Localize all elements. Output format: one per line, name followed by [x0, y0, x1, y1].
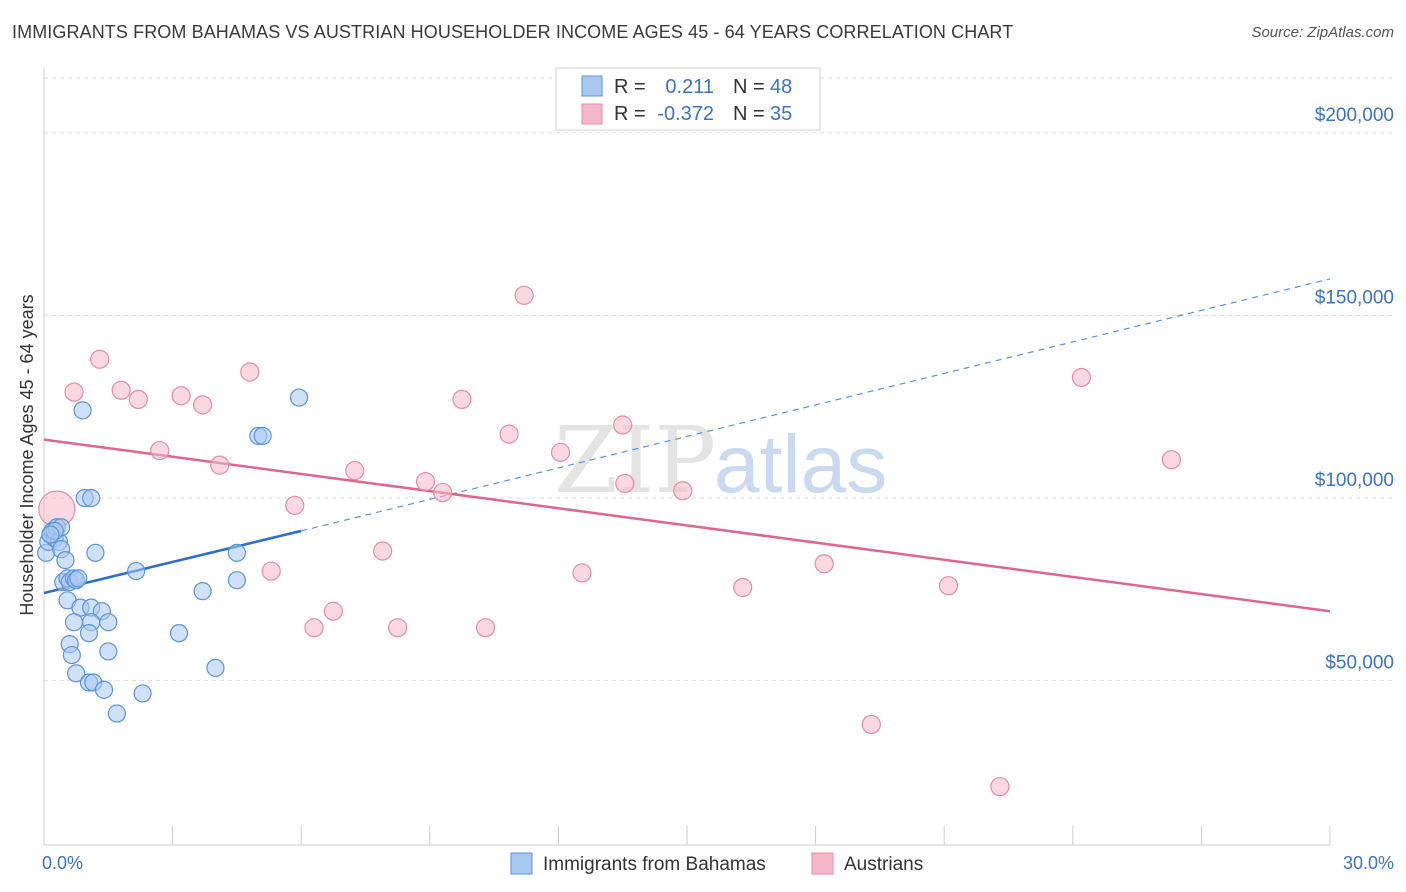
legend-n-label-pink: N = [733, 103, 765, 125]
data-point-austrians [415, 471, 436, 492]
data-point-austrians [990, 776, 1010, 797]
legend-r-label-blue: R = [614, 76, 646, 98]
legend-r-label-pink: R = [614, 103, 646, 125]
data-point-austrians [452, 389, 472, 410]
data-point-austrians [475, 618, 496, 638]
data-point-bahamas [64, 613, 84, 632]
data-point-bahamas [133, 684, 152, 703]
data-point-bahamas [107, 704, 126, 723]
data-point-austrians [433, 482, 453, 503]
data-point-austrians [323, 601, 343, 621]
data-point-austrians [938, 576, 959, 596]
data-point-austrians [861, 714, 881, 735]
data-point-bahamas [169, 624, 189, 643]
x-tick-label-min: 0.0% [42, 853, 83, 873]
y-tick-labels: $50,000 $100,000 $150,000 $200,000 [1315, 105, 1394, 674]
y-axis-label: Householder Income Ages 45 - 64 years [17, 294, 37, 615]
data-point-austrians [285, 495, 305, 515]
data-point-bahamas [86, 543, 105, 562]
data-point-austrians [64, 382, 84, 402]
data-point-austrians [171, 386, 191, 406]
bottom-legend-label-pink: Austrians [844, 854, 923, 875]
data-point-austrians [304, 618, 324, 638]
data-point-austrians [499, 424, 519, 444]
data-point-bahamas [79, 624, 99, 643]
y-tick-label: $150,000 [1315, 287, 1394, 308]
legend-swatch-blue [581, 75, 603, 97]
data-point-bahamas [289, 388, 309, 407]
data-point-bahamas [99, 642, 118, 661]
bottom-legend-label-blue: Immigrants from Bahamas [543, 854, 766, 875]
data-point-bahamas [127, 561, 146, 581]
data-point-bahamas [62, 645, 81, 665]
data-point-bahamas [67, 664, 86, 683]
y-tick-label: $200,000 [1315, 105, 1394, 126]
data-point-bahamas [193, 582, 212, 601]
data-point-austrians [210, 455, 230, 475]
data-point-austrians [150, 440, 170, 461]
bottom-legend-swatch-pink [811, 852, 834, 875]
data-point-austrians [572, 563, 592, 583]
watermark-atlas: atlas [714, 419, 887, 510]
data-point-austrians [128, 389, 148, 410]
trend-line-bahamas [43, 529, 302, 595]
y-tick-label: $100,000 [1315, 470, 1394, 491]
data-point-austrians [373, 541, 393, 561]
data-point-austrians [388, 618, 408, 638]
data-point-austrians [240, 362, 260, 382]
y-tick-label: $50,000 [1325, 653, 1394, 674]
data-point-austrians [1161, 450, 1181, 470]
data-point-austrians [261, 561, 281, 581]
legend-n-value-pink: 35 [770, 103, 792, 125]
data-point-austrians [550, 442, 571, 462]
legend-r-value-pink: -0.372 [657, 103, 714, 125]
source-label: Source: ZipAtlas.com [1251, 24, 1394, 41]
data-point-bahamas [206, 658, 225, 677]
data-point-austrians [615, 473, 635, 494]
data-point-austrians [814, 554, 834, 574]
data-point-austrians [733, 577, 753, 598]
chart-title: IMMIGRANTS FROM BAHAMAS VS AUSTRIAN HOUS… [12, 22, 1014, 42]
data-point-bahamas [73, 401, 92, 420]
series-legend: Immigrants from Bahamas Austrians [510, 852, 923, 875]
trend-lines [43, 278, 1331, 613]
data-point-bahamas [82, 488, 101, 508]
watermark-zip: ZIP [554, 407, 716, 514]
x-tick-label-max: 30.0% [1343, 853, 1394, 873]
legend-n-label-blue: N = [733, 76, 765, 98]
data-point-bahamas [56, 551, 75, 570]
data-point-austrians [613, 415, 633, 435]
data-point-austrians [1071, 367, 1091, 388]
correlation-legend: R = 0.211 N = 48 R = -0.372 N = 35 [555, 67, 821, 131]
data-points [37, 285, 1181, 797]
legend-swatch-pink [581, 103, 603, 125]
data-point-bahamas [227, 543, 246, 562]
data-point-austrians [514, 285, 534, 305]
data-point-austrians [673, 481, 693, 501]
data-point-austrians [111, 380, 131, 400]
axes [43, 68, 1331, 846]
data-point-bahamas [69, 569, 88, 588]
data-point-austrians [345, 461, 365, 481]
data-point-bahamas [99, 613, 118, 632]
trend-line-austrians [43, 438, 1331, 613]
data-point-bahamas [227, 571, 246, 590]
trend-line-bahamas-extension [301, 278, 1331, 532]
data-point-bahamas [253, 426, 272, 446]
bottom-legend-swatch-blue [510, 852, 533, 875]
legend-r-value-blue: 0.211 [665, 76, 714, 98]
legend-n-value-blue: 48 [770, 76, 792, 98]
data-point-bahamas [41, 525, 60, 544]
data-point-bahamas [94, 680, 114, 699]
data-point-austrians [90, 349, 110, 369]
data-point-austrians [193, 395, 213, 415]
